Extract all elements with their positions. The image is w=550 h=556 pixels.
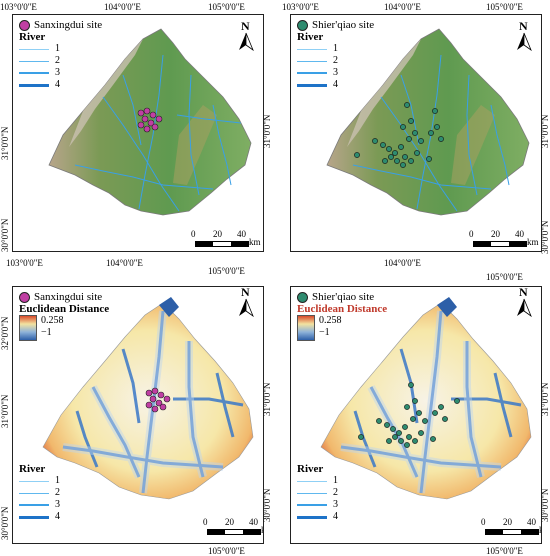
lon-tick: 103°0'0"E [0,2,37,12]
sanxingdui-points [145,387,171,413]
legend-item: 4 [333,511,338,522]
site-marker [297,19,308,31]
site-marker [19,19,30,31]
north-arrow-icon: N [235,287,257,317]
legend-item: 4 [55,511,60,522]
legend-item: 2 [333,55,338,66]
lat-tick: 32°0'0"N [0,316,10,350]
lon-tick: 103°0'0"E [282,2,319,12]
lat-tick: 30°0'0"N [0,218,10,252]
north-arrow-icon: N [235,19,257,51]
legend-title: River [19,31,46,43]
legend-item: 3 [333,67,338,78]
lon-tick: 103°0'0"E [6,258,43,268]
site-marker [19,291,30,303]
legend-item: 3 [55,67,60,78]
ramp-max: 0.258 [319,315,342,326]
shierqiao-points [354,102,444,168]
lon-tick: 105°0'0"E [208,2,245,12]
legend-title: River [297,31,324,43]
legend-item: 2 [55,55,60,66]
lon-tick: 105°0'0"E [486,272,523,282]
lon-tick: 104°0'0"E [104,2,141,12]
lon-tick: 105°0'0"E [208,546,245,556]
map-panel-a: Sanxingdui site River 1 2 3 4 N 0 20 40 km [12,14,264,252]
color-ramp [19,315,37,341]
lat-tick: 31°0'0"N [0,126,10,160]
lon-tick: 105°0'0"E [208,266,245,276]
legend-item: 4 [333,79,338,90]
legend-title: Euclidean Distance [19,303,110,315]
terrain-map [326,28,530,216]
river-legend: River 1 2 3 4 [19,463,60,523]
site-label: Sanxingdui site [34,19,103,31]
legend-item: 1 [333,43,338,54]
site-marker [297,291,308,303]
ramp-min: −1 [319,327,330,338]
legend-item: 2 [55,487,60,498]
legend-item: 4 [55,79,60,90]
north-arrow-icon: N [513,19,535,51]
legend-item: 1 [55,43,60,54]
legend-item: 1 [333,475,338,486]
lon-tick: 104°0'0"E [384,2,421,12]
legend: Sanxingdui site River 1 2 3 4 [19,19,102,91]
sanxingdui-points [137,107,163,133]
legend-title: River [297,463,324,475]
legend-item: 1 [55,475,60,486]
euclidean-distance-map [42,297,254,500]
terrain-map [48,28,252,216]
legend-item: 3 [55,499,60,510]
lat-tick: 31°0'0"N [0,394,10,428]
lat-tick: 30°0'0"N [0,506,10,540]
site-label: Shier'qiao site [312,291,375,303]
legend-item: 2 [333,487,338,498]
river-legend: River 1 2 3 4 [297,463,338,523]
euclidean-distance-map [320,297,532,500]
map-panel-b: Shier'qiao site River 1 2 3 4 N 0 20 40 km [290,14,542,252]
ramp-min: −1 [41,327,52,338]
lon-tick: 105°0'0"E [486,2,523,12]
legend-title: Euclidean Distance [297,303,388,315]
lon-tick: 104°0'0"E [106,258,143,268]
color-ramp [297,315,315,341]
lon-tick: 104°0'0"E [384,258,421,268]
ramp-max: 0.258 [41,315,64,326]
legend-title: River [19,463,46,475]
legend: Sanxingdui site Euclidean Distance 0.258… [19,291,109,341]
map-panel-d: Shier'qiao site Euclidean Distance 0.258… [290,286,542,544]
legend-item: 3 [333,499,338,510]
map-panel-c: Sanxingdui site Euclidean Distance 0.258… [12,286,264,544]
legend: Shier'qiao site River 1 2 3 4 [297,19,374,91]
legend: Shier'qiao site Euclidean Distance 0.258… [297,291,387,341]
north-arrow-icon: N [513,287,535,317]
site-label: Sanxingdui site [34,291,103,303]
lon-tick: 105°0'0"E [486,546,523,556]
site-label: Shier'qiao site [312,19,375,31]
shierqiao-points [358,382,460,448]
